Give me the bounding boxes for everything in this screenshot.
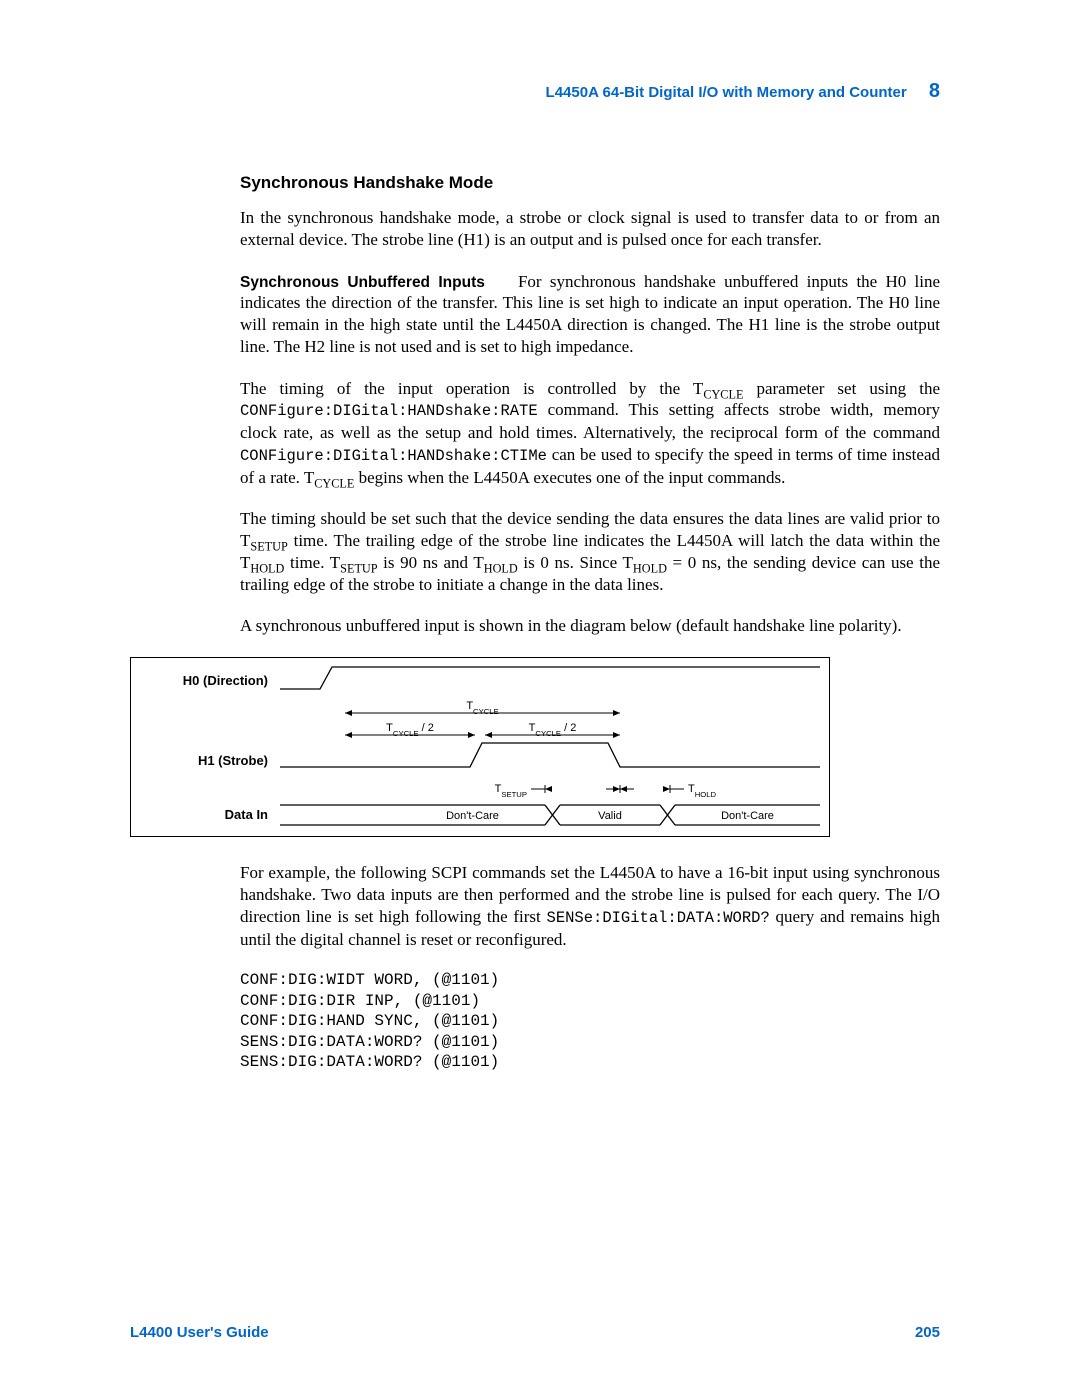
svg-text:TSETUP: TSETUP	[495, 783, 527, 799]
para-timing1: The timing of the input operation is con…	[240, 378, 940, 489]
para-example: For example, the following SCPI commands…	[240, 862, 940, 950]
svg-text:Data In: Data In	[225, 807, 268, 822]
para-diagram-lead: A synchronous unbuffered input is shown …	[240, 615, 940, 637]
page-footer: L4400 User's Guide 205	[130, 1324, 940, 1341]
svg-text:Don't-Care: Don't-Care	[721, 810, 774, 822]
svg-text:H1 (Strobe): H1 (Strobe)	[198, 753, 268, 768]
runin-heading: Synchronous Unbuffered Inputs	[240, 274, 485, 291]
running-header: L4450A 64-Bit Digital I/O with Memory an…	[130, 80, 940, 103]
scpi-code-block: CONF:DIG:WIDT WORD, (@1101) CONF:DIG:DIR…	[240, 970, 940, 1072]
chapter-number: 8	[929, 80, 940, 103]
svg-text:Don't-Care: Don't-Care	[446, 810, 499, 822]
footer-right: 205	[915, 1324, 940, 1341]
svg-text:THOLD: THOLD	[688, 783, 717, 799]
footer-left: L4400 User's Guide	[130, 1324, 269, 1341]
para-intro: In the synchronous handshake mode, a str…	[240, 207, 940, 251]
header-title: L4450A 64-Bit Digital I/O with Memory an…	[546, 84, 907, 101]
svg-text:H0 (Direction): H0 (Direction)	[183, 673, 268, 688]
timing-diagram: H0 (Direction) H1 (Strobe) Data In Don't-Ca…	[130, 657, 940, 842]
para-timing2: The timing should be set such that the d…	[240, 508, 940, 595]
svg-text:Valid: Valid	[598, 810, 622, 822]
section-title: Synchronous Handshake Mode	[240, 173, 940, 193]
para-unbuffered: Synchronous Unbuffered Inputs For synchr…	[240, 271, 940, 358]
